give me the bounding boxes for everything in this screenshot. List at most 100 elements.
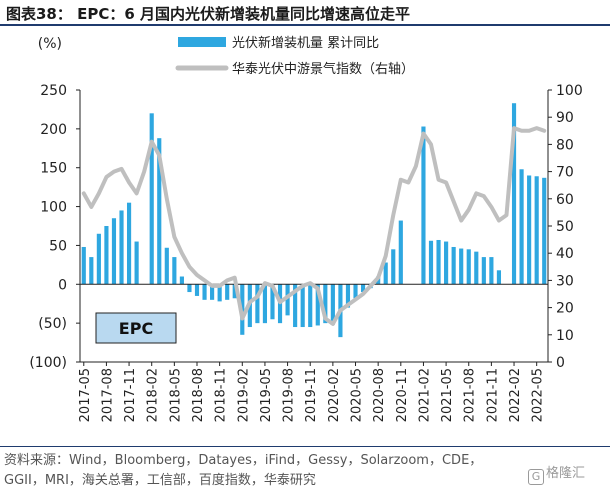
right-axis-tick-label: 0	[556, 355, 565, 371]
x-axis-tick-label: 2022-02	[508, 368, 523, 422]
bar	[134, 241, 139, 285]
x-axis-tick-label: 2021-05	[440, 368, 455, 422]
bar	[466, 249, 471, 285]
right-axis-tick-label: 10	[556, 328, 574, 344]
left-axis-unit: (%)	[38, 36, 62, 52]
left-axis-tick-label: 0	[58, 277, 67, 293]
bar	[519, 169, 524, 285]
bar	[285, 284, 290, 316]
x-axis-tick-label: 2019-02	[236, 368, 251, 422]
bar	[119, 210, 124, 285]
bar	[262, 284, 268, 324]
bar	[459, 248, 464, 285]
right-axis-tick-label: 70	[556, 165, 574, 181]
bar	[330, 284, 335, 325]
x-axis-tick-label: 2018-02	[146, 368, 161, 422]
bar	[232, 284, 237, 299]
x-axis-tick-label: 2017-05	[78, 368, 93, 422]
bar	[323, 284, 328, 324]
title-rule	[0, 24, 610, 26]
left-axis-tick-label: 150	[40, 161, 67, 177]
bar	[391, 249, 396, 285]
source-line-2: GGII，MRI，海关总署，工信部，百度指数，华泰研究	[4, 473, 316, 488]
bar	[353, 284, 358, 299]
left-axis-tick-label: 250	[40, 83, 67, 99]
legend-line-label: 华泰光伏中游景气指数（右轴）	[232, 61, 414, 77]
x-axis-tick-label: 2021-11	[485, 368, 500, 422]
bar	[217, 284, 222, 302]
right-axis-tick-label: 50	[556, 219, 574, 235]
bar	[225, 284, 230, 300]
bar	[481, 257, 486, 285]
right-axis-tick-label: 20	[556, 301, 574, 317]
bar	[194, 284, 200, 296]
bar	[126, 202, 132, 285]
index-line	[81, 126, 547, 326]
x-axis-tick-label: 2021-02	[417, 368, 432, 422]
legend-bar-label: 光伏新增装机量 累计同比	[232, 35, 379, 51]
x-axis-tick-label: 2020-08	[372, 368, 387, 422]
bar	[149, 113, 154, 285]
bar	[474, 251, 479, 285]
bar	[527, 175, 532, 285]
right-axis-tick-label: 80	[556, 137, 574, 153]
legend-bar-swatch	[178, 37, 226, 47]
x-axis-tick-label: 2019-11	[304, 368, 319, 422]
bar	[542, 177, 547, 285]
bar	[111, 218, 117, 285]
left-axis-tick-label: (100)	[29, 355, 67, 371]
bar	[164, 247, 169, 285]
bar	[255, 284, 260, 324]
epc-label-text: EPC	[119, 319, 153, 338]
left-axis-tick-label: 200	[40, 122, 67, 138]
x-axis-tick-label: 2018-08	[191, 368, 206, 422]
bar	[428, 240, 434, 285]
bar	[300, 284, 305, 328]
bar	[293, 284, 298, 328]
left-axis-tick-label: 50	[49, 238, 67, 254]
x-axis-tick-label: 2020-02	[327, 368, 342, 422]
x-axis-tick-label: 2018-11	[214, 368, 229, 422]
epc-label-box	[95, 312, 177, 344]
bar	[345, 284, 351, 308]
bar	[308, 284, 313, 328]
watermark: G 格隆汇	[528, 462, 585, 485]
source-line-1: 资料来源：Wind，Bloomberg，Datayes，iFind，Gessy，…	[4, 453, 483, 468]
x-axis-tick-label: 2021-08	[463, 368, 478, 422]
right-axis-tick-label: 90	[556, 110, 574, 126]
bar	[383, 262, 388, 285]
figure-title: 图表38： EPC：6 月国内光伏新增装机量同比增速高位走平	[6, 5, 411, 23]
x-axis-tick-label: 2022-05	[531, 368, 546, 422]
bar	[489, 257, 494, 285]
bar	[534, 176, 539, 285]
right-axis-tick-label: 30	[556, 273, 574, 289]
watermark-logo-icon: G	[528, 469, 544, 485]
bar	[270, 284, 275, 320]
bar	[496, 270, 502, 285]
right-axis-tick-label: 60	[556, 192, 574, 208]
bar	[202, 284, 207, 300]
bar	[157, 138, 162, 285]
x-axis-tick-label: 2019-05	[259, 368, 274, 422]
bar	[104, 226, 109, 285]
left-axis-tick-label: (50)	[38, 316, 67, 332]
right-axis-tick-label: 40	[556, 246, 574, 262]
bar	[210, 284, 215, 300]
bar	[451, 246, 456, 285]
bar	[89, 257, 94, 285]
bar	[511, 103, 517, 285]
x-axis-tick-label: 2020-11	[395, 368, 410, 422]
bar	[96, 233, 101, 285]
bar	[360, 284, 366, 293]
x-axis-tick-label: 2017-08	[100, 368, 115, 422]
bar	[187, 284, 192, 293]
bar	[421, 126, 426, 285]
watermark-text: 格隆汇	[546, 466, 586, 481]
source-rule	[0, 446, 610, 447]
x-axis-tick-label: 2017-11	[123, 368, 138, 422]
x-axis-tick-label: 2020-05	[350, 368, 365, 422]
x-axis-tick-label: 2019-08	[282, 368, 297, 422]
left-axis-tick-label: 100	[40, 200, 67, 216]
